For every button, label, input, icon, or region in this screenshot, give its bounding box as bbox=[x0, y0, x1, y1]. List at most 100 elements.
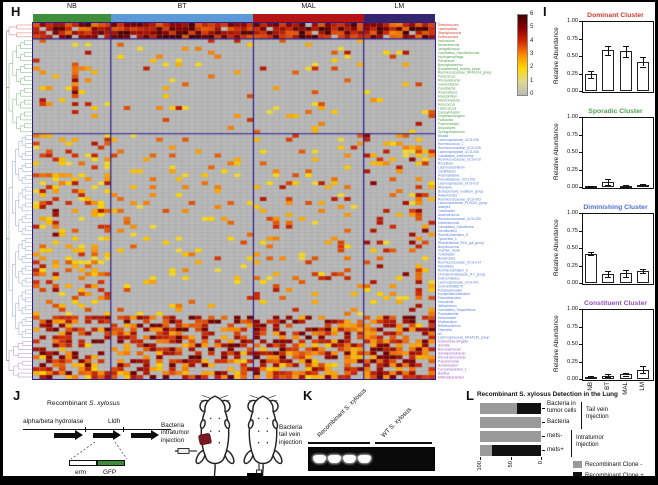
construct-title: Recombinant S. xylosus bbox=[47, 400, 120, 407]
error-bar bbox=[625, 269, 627, 277]
error-bar-cap bbox=[587, 255, 594, 256]
row-label: Sandaracinobacter bbox=[438, 352, 467, 356]
colorbar-tick: 0 bbox=[530, 91, 534, 97]
colorbar-tick: 2 bbox=[530, 64, 534, 71]
panel-i-label: I bbox=[543, 4, 547, 19]
error-bar bbox=[608, 374, 610, 377]
x-tick-label: 0 bbox=[538, 461, 544, 465]
construct-title-prefix: Recombinant bbox=[47, 400, 89, 407]
gel-band bbox=[328, 455, 341, 463]
row-label: Staphylococcus bbox=[438, 31, 461, 35]
group-label: Intratumor Injection bbox=[576, 434, 604, 448]
row-label: Blautia bbox=[438, 134, 448, 138]
y-tick-mark bbox=[579, 230, 582, 232]
error-bar-cap bbox=[605, 46, 612, 48]
x-axis-label: Percentage of positive lungs (%) bbox=[461, 476, 552, 483]
gene1-label: alpha/beta hydrolase bbox=[23, 418, 84, 425]
row-label: Stenotrophomonas bbox=[438, 356, 466, 360]
group-brace bbox=[581, 402, 582, 429]
row-label: Streptococcus bbox=[438, 23, 459, 27]
gfp-label: GFP bbox=[103, 469, 117, 476]
abundance-chart-dominant_cluster: Dominant Cluster Relative Abundance 1.00 0.… bbox=[552, 12, 655, 106]
y-tick-label: 0.50 bbox=[567, 53, 578, 59]
row-label: Serratia bbox=[438, 344, 450, 348]
row-label: Psychrobacter bbox=[438, 122, 460, 126]
colorbar-tick: 6 bbox=[530, 11, 534, 17]
group-header-label: LM bbox=[394, 3, 405, 10]
y-tick-mark bbox=[579, 248, 582, 249]
x-tick-label: 50 bbox=[507, 461, 514, 468]
row-label: Facklamia bbox=[438, 118, 453, 122]
row-label: Rhodanobacter bbox=[438, 79, 461, 83]
legend-label: Recombinant Clone - bbox=[585, 461, 643, 468]
error-bar-cap bbox=[587, 376, 594, 378]
row-label: Rikenellaceae_RC9_gut_group bbox=[438, 241, 484, 245]
legend-swatch bbox=[573, 472, 582, 476]
y-tick-label: 0.50 bbox=[567, 149, 578, 155]
y-tick-label: 0.25 bbox=[567, 262, 578, 269]
y-axis-label: Relative Abundance bbox=[553, 123, 560, 181]
insert-callout-lines bbox=[70, 441, 128, 460]
row-label: Ruminococcaceae_NK4A214_group bbox=[438, 71, 492, 75]
stacked-bar-black bbox=[492, 445, 541, 456]
error-bar-cap bbox=[587, 377, 594, 379]
error-bar-cap bbox=[587, 252, 594, 254]
error-bar-cap bbox=[622, 185, 629, 187]
chart-title: Dominant Cluster bbox=[587, 12, 644, 19]
group-label: Tail vein Injection bbox=[586, 406, 609, 420]
row-label: Helicobacter bbox=[438, 316, 457, 320]
gel-panel: K Recombinant S. xylosus WT S. xylosus bbox=[299, 387, 467, 476]
y-tick-mark bbox=[579, 56, 582, 57]
row-tick bbox=[542, 450, 545, 451]
y-tick-label: 0.75 bbox=[567, 227, 578, 234]
y-tick-mark bbox=[579, 326, 582, 328]
y-tick-mark bbox=[579, 152, 582, 153]
row-label: Candidatus_Saccharimonas bbox=[438, 51, 480, 55]
row-label: Candidatus_Soleaferrea bbox=[438, 225, 474, 229]
row-label: Parasutterella bbox=[438, 312, 459, 316]
row-label: Halomonas bbox=[438, 39, 455, 43]
row-label: Ruminococcaceae_UCG-014 bbox=[438, 261, 481, 265]
row-label: Parabacteroides bbox=[438, 288, 462, 292]
y-tick-label: 0.75 bbox=[567, 35, 578, 42]
row-label: Anaerostipes bbox=[438, 90, 458, 94]
chart-title: Constituent Cluster bbox=[583, 300, 648, 307]
row-label: Paracoccus bbox=[438, 75, 456, 79]
gene-arrow bbox=[131, 430, 159, 440]
colorbar-tick: 4 bbox=[530, 37, 534, 44]
gene-boundary-tick bbox=[123, 427, 124, 432]
error-bar-cap bbox=[605, 184, 612, 186]
y-axis-label: Relative Abundance bbox=[553, 27, 560, 85]
y-tick-label: 1.00 bbox=[567, 210, 578, 216]
row-label: Bifidobacterium bbox=[438, 324, 461, 328]
row-label: Turicibacter bbox=[438, 253, 456, 257]
error-bar bbox=[608, 46, 610, 55]
row-label: Ileibacterium bbox=[438, 304, 457, 308]
row-label: Nesterenkonia bbox=[438, 43, 459, 47]
stacked-bar-black bbox=[516, 403, 541, 414]
y-axis-label: Relative Abundance bbox=[553, 315, 560, 373]
row-label: Oscillibacter bbox=[438, 170, 457, 174]
row-label: Ruminococcus_1 bbox=[438, 142, 463, 146]
y-tick-mark bbox=[579, 134, 582, 136]
error-bar-cap bbox=[605, 271, 612, 273]
row-label: Muribaculum bbox=[438, 320, 457, 324]
row-label: Ruminococcaceae_UCG-003 bbox=[438, 197, 481, 201]
gene-backbone-line bbox=[23, 429, 171, 430]
gene-arrow bbox=[93, 430, 121, 440]
row-label: Lachnospiraceae_NK4A136_group bbox=[438, 336, 489, 340]
y-tick-label: 0.00 bbox=[567, 376, 578, 382]
row-label: Christensenellaceae_R-7_group bbox=[438, 272, 485, 276]
panel-j-label: J bbox=[13, 388, 21, 403]
row-tick bbox=[542, 422, 545, 423]
x-tick-mark bbox=[510, 457, 512, 460]
error-bar-cap bbox=[605, 374, 612, 376]
gel-right-group-label: WT S. xylosus bbox=[380, 406, 413, 439]
chart-title: Diminishing Cluster bbox=[583, 204, 648, 211]
error-bar bbox=[590, 70, 592, 78]
chart-title: Sporadic Cluster bbox=[588, 108, 643, 115]
y-tick-label: 1.00 bbox=[567, 18, 578, 24]
row-label: Ruminiclostridium_5 bbox=[438, 233, 468, 237]
row-label: Lachnoclostridium bbox=[438, 166, 465, 170]
y-tick-label: 0.75 bbox=[567, 323, 578, 330]
